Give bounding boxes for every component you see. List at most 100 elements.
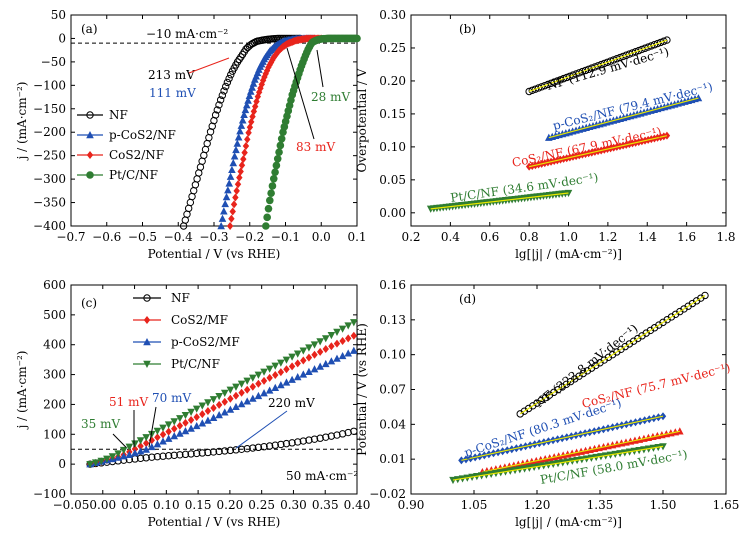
annotation-arrow	[235, 410, 288, 449]
data-point-Pt/C/NF	[192, 405, 201, 413]
data-point-NF	[215, 447, 223, 456]
data-point-p-CoS2/NF	[241, 105, 250, 114]
x-axis-label: lg[|j| / (mA·cm⁻²)]	[515, 247, 622, 261]
data-point-CoS2/MF	[215, 400, 223, 409]
data-point-p-CoS2/NF	[220, 207, 228, 215]
data-point-p-CoS2/MF	[131, 449, 139, 457]
data-point-Pt/C/NF	[220, 389, 229, 397]
data-point-NF	[322, 433, 330, 441]
data-point-p-CoS2/NF	[249, 79, 258, 87]
data-point-NF	[653, 39, 662, 48]
data-point-CoS2/NF	[228, 214, 235, 223]
x-axis-label: Potential / V (vs RHE)	[148, 515, 281, 529]
data-point-p-CoS2/MF	[220, 408, 229, 416]
data-point-NF	[142, 454, 150, 462]
data-point-NF	[609, 56, 618, 64]
y-tick-label: −150	[33, 102, 66, 116]
data-point-p-CoS2/NF	[244, 96, 252, 104]
data-point-Pt/C/NF	[136, 437, 145, 445]
data-point-NF	[603, 58, 612, 66]
data-point-NF	[232, 446, 240, 454]
data-point-CoS2/MF	[221, 397, 228, 406]
x-tick-label: 1.2	[598, 230, 617, 244]
data-point-NF	[619, 52, 627, 61]
data-point-NF	[544, 80, 552, 89]
legend-marker	[143, 338, 151, 346]
y-axis-label: j / (mA·cm⁻²)	[15, 351, 29, 431]
x-tick-label: 0.8	[520, 230, 539, 244]
data-point-NF	[556, 76, 565, 84]
data-point-NF	[254, 443, 263, 452]
x-tick-label: 1.8	[716, 230, 735, 244]
legend-marker	[143, 294, 151, 302]
data-point-Pt/C/NF	[276, 141, 285, 150]
x-tick-label: 0.0	[312, 230, 331, 244]
data-point-Pt/C/NF	[176, 415, 184, 423]
annotation-label: 220 mV	[268, 396, 315, 410]
tafel-slope-label: CoS₂/NF (67.9 mV·dec⁻¹)	[511, 125, 663, 170]
data-point-p-CoS2/MF	[136, 447, 145, 455]
data-point-NF	[164, 452, 173, 460]
data-point-CoS2/MF	[266, 373, 273, 382]
legend-label: Pt/C/NF	[109, 168, 158, 182]
data-point-CoS2/NF	[229, 207, 236, 216]
data-point-p-CoS2/MF	[249, 394, 257, 402]
annotation-label: 28 mV	[311, 90, 350, 104]
data-point-NF	[282, 439, 291, 448]
x-tick-label: −0.3	[199, 230, 228, 244]
data-point-CoS2/MF	[345, 334, 352, 343]
data-point-CoS2/NF	[230, 200, 238, 209]
plot-frame	[70, 284, 358, 495]
data-point-Pt/C/NF	[263, 213, 271, 222]
y-tick-label: −350	[33, 196, 66, 210]
data-point-NF	[222, 82, 230, 91]
data-point-CoS2/MF	[171, 424, 178, 433]
data-point-p-CoS2/NF	[217, 222, 225, 230]
data-point-CoS2/MF	[272, 371, 279, 380]
data-point-Pt/C/NF	[232, 383, 240, 391]
data-point-CoS2/MF	[316, 347, 324, 356]
data-point-p-CoS2/NF	[236, 127, 244, 135]
data-point-Pt/C/NF	[198, 402, 207, 410]
legend-marker	[143, 316, 151, 324]
data-point-Pt/C/NF	[103, 455, 111, 463]
data-point-CoS2/NF	[244, 135, 251, 144]
panel-label: (d)	[459, 292, 476, 306]
data-point-p-CoS2/MF	[232, 402, 240, 411]
annotation-label: 35 mV	[81, 417, 120, 431]
data-point-NF	[641, 44, 649, 52]
data-point-NF	[638, 45, 646, 54]
data-point-p-CoS2/MF	[147, 442, 156, 451]
x-tick-label: −0.5	[128, 230, 157, 244]
y-tick-label: 0.00	[379, 206, 406, 220]
data-point-Pt/C/NF	[108, 453, 117, 461]
data-point-NF	[237, 445, 246, 454]
data-point-CoS2/MF	[182, 418, 189, 427]
annotation-arrow	[286, 47, 315, 140]
data-point-NF	[550, 78, 558, 86]
data-point-Pt/C/NF	[271, 168, 279, 176]
data-point-p-CoS2/NF	[221, 199, 229, 208]
data-point-NF	[148, 453, 156, 461]
data-point-p-CoS2/MF	[333, 354, 341, 362]
data-point-NF	[316, 434, 324, 442]
data-point-NF	[211, 111, 220, 119]
data-point-NF	[305, 436, 313, 444]
x-tick-label: −0.7	[56, 230, 85, 244]
data-point-Pt/C/NF	[181, 411, 190, 420]
data-point-Pt/C/NF	[142, 434, 150, 442]
y-tick-label: −300	[33, 172, 66, 186]
data-point-p-CoS2/MF	[344, 349, 353, 357]
x-tick-label: 1.6	[677, 230, 696, 244]
legend-label: NF	[171, 291, 190, 305]
data-point-Pt/C/NF	[293, 350, 302, 358]
data-point-Pt/C/NF	[164, 421, 173, 429]
data-point-Pt/C/NF	[265, 365, 274, 373]
fit-line	[461, 415, 664, 461]
x-tick-label: 0.20	[217, 498, 244, 512]
data-point-NF	[575, 69, 583, 77]
data-point-NF	[226, 446, 235, 455]
data-point-Pt/C/NF	[262, 222, 270, 230]
x-axis-label: lg[|j| / (mA·cm⁻²)]	[515, 515, 622, 529]
